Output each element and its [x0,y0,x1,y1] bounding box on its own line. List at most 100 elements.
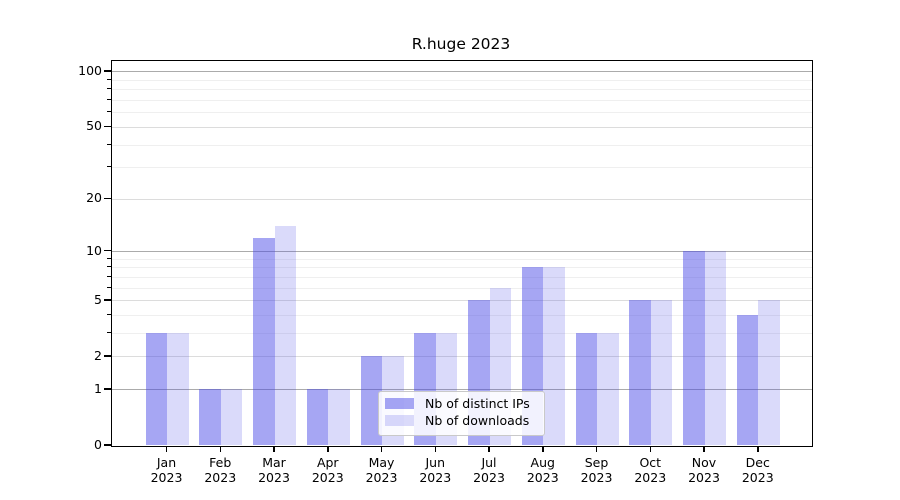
bar [306,389,329,446]
x-tick [488,445,490,452]
chart-title: R.huge 2023 [411,35,511,53]
x-tick-label: Nov 2023 [672,455,736,485]
bar [629,300,651,446]
plot-area [110,59,813,447]
y-tick-label: 50 [86,118,102,134]
bar [274,226,296,446]
bar [220,389,243,446]
x-tick-month: May [368,455,395,470]
gridline-minor [111,258,812,260]
x-tick-label: Apr 2023 [296,455,360,485]
y-minor-tick [106,78,111,80]
y-minor-tick [106,99,111,101]
gridline-major [111,300,812,302]
x-tick-year: 2023 [419,470,452,485]
gridline-major [111,126,812,128]
gridline-minor [111,112,812,114]
gridline-minor [111,276,812,278]
y-tick-label: 100 [78,62,102,78]
gridline-decade [111,389,812,391]
x-tick-label: Mar 2023 [242,455,306,485]
legend-label-downloads: Nb of downloads [425,413,530,428]
legend-label-distinct-ips: Nb of distinct IPs [425,396,530,411]
y-minor-tick [106,257,111,259]
x-tick-label: Jan 2023 [135,455,199,485]
gridline-minor [111,144,812,146]
legend-item-downloads: Nb of downloads [379,412,544,429]
x-tick [703,445,705,452]
y-tick-label: 5 [94,291,102,307]
y-tick-label: 1 [94,380,102,396]
y-minor-tick [106,275,111,277]
gridline-decade [111,71,812,73]
x-tick-label: May 2023 [350,455,414,485]
x-tick-label: Sep 2023 [565,455,629,485]
y-tick-label: 10 [86,242,102,258]
bar [543,267,565,446]
x-tick-year: 2023 [150,470,183,485]
gridline-minor [111,89,812,91]
bar [360,356,382,446]
y-tick [103,197,111,200]
x-tick-year: 2023 [526,470,559,485]
x-tick-label: Jul 2023 [457,455,521,485]
bar [145,333,167,446]
x-tick [757,445,759,452]
y-tick [103,299,111,301]
x-tick-year: 2023 [365,470,398,485]
x-tick-year: 2023 [688,470,720,485]
x-tick [542,445,544,452]
y-tick [103,249,111,252]
y-minor-tick [106,332,111,334]
y-minor-tick [106,286,111,288]
y-tick-label: 0 [94,437,102,452]
x-tick [649,445,651,452]
x-tick-year: 2023 [741,470,774,485]
bar [575,333,597,446]
x-tick [380,445,383,452]
x-tick-month: Dec [745,455,770,470]
y-tick [103,70,111,72]
x-tick-month: Jul [481,455,497,470]
x-tick-label: Jun 2023 [403,455,467,485]
gridline-minor [111,79,812,81]
x-tick-month: Aug [530,455,555,470]
y-tick [103,388,111,390]
legend-item-distinct-ips: Nb of distinct IPs [379,395,544,412]
gridline-minor [111,167,812,169]
gridline-decade [111,251,812,253]
bar [704,251,726,446]
bar [736,315,759,446]
x-tick-year: 2023 [634,470,667,485]
x-tick-month: Apr [316,455,339,470]
gridline-minor [111,267,812,269]
gridline-minor [111,333,812,335]
x-tick-year: 2023 [473,470,505,485]
gridline-minor [111,287,812,289]
x-tick-year: 2023 [580,470,613,485]
gridline-major [111,198,812,200]
y-minor-tick [106,111,111,113]
x-tick-month: Nov [691,455,717,470]
x-tick [595,445,598,452]
gridline-minor [111,315,812,317]
x-tick-label: Dec 2023 [726,455,790,485]
y-tick-label: 2 [94,347,102,363]
x-tick-label: Aug 2023 [511,455,575,485]
bar [650,300,673,446]
y-minor-tick [106,88,111,90]
x-tick [165,445,168,452]
x-tick [219,445,221,452]
x-tick-month: Feb [209,455,232,470]
bar [328,389,350,446]
x-tick-month: Jan [156,455,177,470]
legend-swatch-distinct-ips [385,398,414,409]
x-tick [434,445,436,452]
bar [683,251,705,446]
y-minor-tick [106,166,111,168]
bar [597,333,619,446]
x-tick-year: 2023 [204,470,237,485]
x-tick-label: Oct 2023 [618,455,682,485]
y-tick [103,444,111,446]
